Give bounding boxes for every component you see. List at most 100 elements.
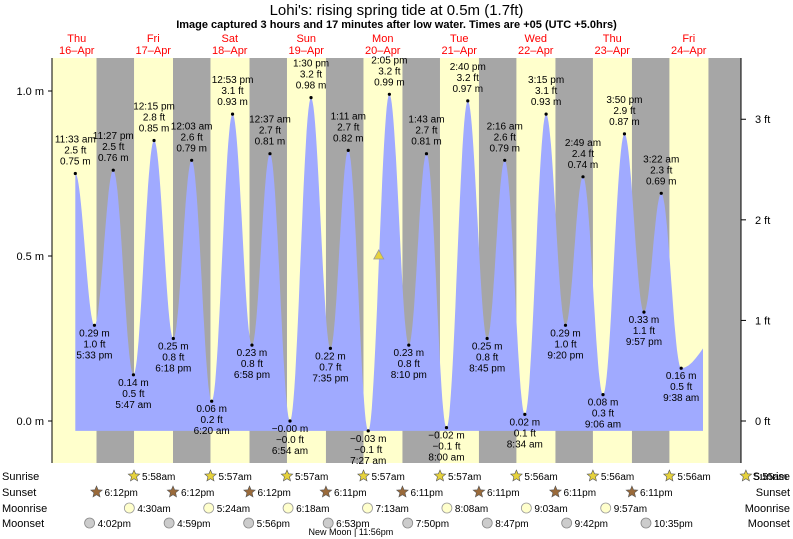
tide-point (424, 152, 429, 156)
tide-label: −0.0 ft (276, 435, 304, 446)
tide-label: 0.33 m (629, 315, 660, 326)
tide-label: 6:18 pm (155, 364, 191, 375)
moonrise-time: 4:30am (137, 504, 170, 515)
tide-label: 0.74 m (568, 160, 599, 171)
tide-label: 1:43 am (408, 115, 444, 126)
tide-point (309, 96, 313, 100)
sunrise-time: 5:56am (677, 472, 710, 483)
tide-label: 2.7 ft (415, 126, 437, 137)
sunset-time: 6:11pm (334, 488, 367, 499)
tide-point (73, 171, 77, 176)
tide-label: 0.23 m (237, 348, 268, 359)
tide-label: −0.1 ft (432, 442, 460, 453)
tide-label: 3:22 am (643, 154, 679, 165)
sunset-time: 6:11pm (487, 488, 520, 499)
sunrise-icon (739, 469, 753, 482)
moonset-icon (84, 517, 95, 529)
tide-label: 9:20 pm (547, 350, 583, 361)
night-band (708, 58, 741, 463)
moonset-time: 4:59pm (177, 519, 210, 530)
chart-title: Lohi's: rising spring tide at 0.5m (1.7f… (269, 2, 524, 19)
tide-point (131, 373, 136, 377)
tide-point (601, 393, 605, 397)
tide-label: 0.93 m (217, 97, 248, 108)
tide-point (642, 310, 646, 314)
tide-label: 0.79 m (176, 143, 207, 154)
tide-label: 0.99 m (374, 77, 405, 88)
tide-label: 2.7 ft (259, 126, 281, 137)
moonset-icon (243, 517, 255, 529)
moonrise-time: 5:24am (217, 504, 250, 515)
moonset-time: 5:56pm (257, 519, 290, 530)
tide-label: 0.76 m (98, 153, 129, 164)
sunset-icon (319, 485, 333, 498)
tide-label: 12:53 pm (212, 75, 254, 86)
tide-label: 2.7 ft (337, 122, 359, 133)
tide-label: 2.8 ft (143, 113, 165, 124)
y-tick-label: 1.0 m (16, 86, 44, 98)
row-label-right: Moonset (748, 518, 790, 530)
tide-label: 5:33 pm (76, 350, 112, 361)
tide-label: 1.0 ft (554, 339, 576, 350)
sunrise-time: 5:57am (295, 472, 328, 483)
sunset-icon (395, 485, 409, 498)
tide-label: 0.5 ft (122, 389, 144, 400)
tide-label: 8:00 am (428, 453, 464, 464)
day-name: Thu (67, 33, 86, 45)
tide-point (111, 168, 115, 172)
sunrise-time: 5:58am (142, 472, 175, 483)
tide-point (485, 336, 489, 341)
tide-label: 0.16 m (666, 371, 697, 382)
moonrise-time: 9:03am (534, 504, 567, 515)
tide-label: 3.1 ft (535, 86, 557, 97)
tide-label: 1.0 ft (83, 339, 105, 350)
sunrise-icon (280, 469, 294, 482)
moonset-time: 8:47pm (495, 519, 528, 530)
tide-label: 0.79 m (489, 143, 520, 154)
sunset-time: 6:11pm (563, 488, 596, 499)
tide-label: 0.85 m (139, 124, 170, 135)
sunrise-icon (586, 469, 600, 482)
day-date: 16–Apr (59, 45, 95, 57)
tide-label: 2.9 ft (613, 106, 635, 117)
y-tick-label: 0.5 m (16, 251, 44, 263)
tide-label: 11:27 pm (93, 131, 134, 142)
tide-label: 12:37 am (249, 115, 291, 126)
current-level-marker (373, 249, 385, 260)
tide-label: 0.75 m (60, 157, 91, 168)
tide-point (581, 175, 585, 179)
tide-point (523, 412, 527, 416)
tide-point (268, 152, 272, 156)
tide-label: 6:54 am (272, 446, 308, 457)
tide-point (328, 346, 333, 350)
tide-label: 0.8 ft (476, 353, 498, 364)
tide-point (659, 191, 663, 195)
tide-label: 3.1 ft (221, 86, 243, 97)
tide-label: 2.6 ft (494, 132, 516, 143)
moonset-icon (402, 517, 414, 529)
moonrise-icon (203, 502, 215, 514)
row-label-right: Moonrise (745, 503, 790, 515)
day-date: 20–Apr (365, 45, 401, 57)
tide-label: 2.4 ft (572, 149, 594, 160)
tide-label: 5:47 am (115, 400, 151, 411)
tide-label: 0.87 m (609, 117, 640, 128)
sunset-time: 6:11pm (410, 488, 443, 499)
day-date: 23–Apr (595, 45, 631, 57)
tide-label: 3:50 pm (606, 95, 642, 106)
tide-label: 0.69 m (646, 176, 677, 187)
moonset-icon (481, 517, 493, 529)
tide-label: 0.25 m (472, 342, 503, 353)
tide-label: 2:49 am (565, 138, 601, 149)
tide-label: 9:06 am (585, 420, 621, 431)
tide-label: 0.3 ft (592, 409, 614, 420)
row-label-left: Sunset (2, 487, 36, 499)
moonrise-icon (123, 502, 135, 514)
day-name: Sun (296, 33, 316, 45)
tide-label: 2:40 pm (450, 62, 486, 73)
tide-label: 3.2 ft (300, 70, 322, 81)
sunset-time: 6:11pm (640, 488, 673, 499)
tide-label: 3.2 ft (457, 73, 479, 84)
tide-label: 0.14 m (118, 378, 149, 389)
